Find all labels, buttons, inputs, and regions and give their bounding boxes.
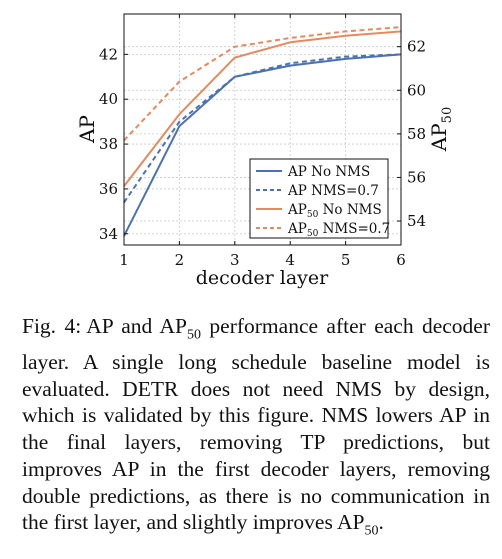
y-tick-label-right: 60	[407, 81, 426, 99]
y-tick-label-right: 58	[407, 125, 426, 143]
y-tick-label-right: 56	[407, 168, 426, 186]
y-tick-label-right: 54	[407, 212, 426, 230]
x-tick-label: 2	[175, 251, 185, 269]
y-axis-label-left: AP	[75, 115, 99, 144]
legend-label: AP NMS=0.7	[287, 183, 379, 199]
x-axis-label: decoder layer	[196, 267, 329, 289]
y-axis-label-right: AP50	[427, 107, 455, 152]
x-tick-label: 6	[396, 251, 406, 269]
y-tick-label-left: 36	[99, 180, 118, 198]
x-tick-label: 5	[341, 251, 351, 269]
figure-caption: Fig. 4: AP and AP50 performance after eac…	[22, 313, 490, 545]
y-tick-label-left: 42	[99, 45, 118, 63]
caption-subscript: 50	[187, 327, 201, 342]
caption-text: performance after each decoder layer. A …	[22, 314, 490, 534]
y-tick-label-left: 34	[99, 225, 118, 243]
y-tick-label-left: 40	[99, 90, 118, 108]
caption-end: .	[379, 510, 384, 534]
caption-label: Fig. 4:	[22, 314, 81, 338]
series-line	[124, 27, 401, 140]
caption-text-start: AP and AP	[86, 314, 187, 338]
y-tick-label-left: 38	[99, 135, 118, 153]
legend-label: AP50 NMS=0.7	[287, 221, 390, 239]
legend-label: AP50 No NMS	[287, 202, 382, 220]
y-tick-label-right: 62	[407, 38, 426, 56]
caption-end-subscript: 50	[365, 524, 379, 539]
x-tick-label: 1	[119, 251, 129, 269]
legend-label: AP No NMS	[287, 164, 370, 180]
